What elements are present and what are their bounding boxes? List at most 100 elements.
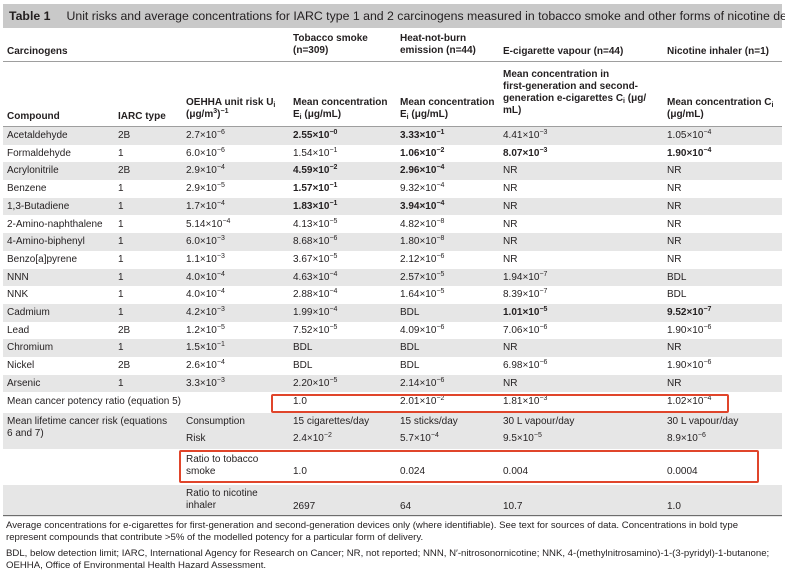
compound-name: NNN xyxy=(7,271,29,283)
oehha-value: 2.6×10−4 xyxy=(186,359,225,371)
htp-cell: 1.06×10−2 xyxy=(400,147,444,160)
ecig-value: NR xyxy=(503,201,517,212)
inhaler-value: NR xyxy=(667,219,681,230)
lifetime-label: Mean lifetime cancer risk (equations 6 an… xyxy=(7,416,167,440)
tobacco-value-exp: −1 xyxy=(329,146,338,154)
ratio-nicotine-htp-value: 64 xyxy=(400,500,412,512)
tobacco-value-base: 4.63×10 xyxy=(293,271,330,283)
inhaler-cell: 1.05×10−4 xyxy=(667,129,711,142)
oehha-value-base: 3.3×10 xyxy=(186,377,217,389)
potency-label: Mean cancer potency ratio (equation 5) xyxy=(7,396,181,408)
compound-name: 1,3-Butadiene xyxy=(7,200,70,212)
inhaler-value: NR xyxy=(667,378,681,389)
compound-name: NNK xyxy=(7,289,29,301)
col-ecig-l1: Mean concentration in xyxy=(503,69,610,80)
oehha-value: 2.7×10−6 xyxy=(186,129,225,141)
ecig-cell: 8.07×10−3 xyxy=(503,147,547,160)
col-htp: Mean concentration Ei (μg/mL) xyxy=(400,97,494,121)
tobacco-value-exp: −6 xyxy=(329,235,338,243)
oehha-value-exp: −5 xyxy=(216,182,225,190)
col-tobacco: Mean concentration Ei (μg/mL) xyxy=(293,97,387,121)
col-oehha-l1: OEHHA unit risk U xyxy=(186,97,274,108)
iarc-cell: 2B xyxy=(118,130,130,142)
inhaler-cell: BDL xyxy=(667,289,686,301)
inhaler-value-base: 1.90×10 xyxy=(667,147,704,159)
iarc-value: 1 xyxy=(118,342,124,354)
htp-cell: 2.96×10−4 xyxy=(400,164,444,177)
col-compound: Compound xyxy=(7,111,60,123)
tobacco-value-exp: −0 xyxy=(329,129,338,136)
iarc-value: 1 xyxy=(118,183,124,195)
htp-value-base: 1.06×10 xyxy=(400,147,437,159)
oehha-value-exp: −4 xyxy=(216,199,225,207)
ratio-nicotine-htp: 64 xyxy=(400,501,411,513)
ecig-value-base: 4.41×10 xyxy=(503,130,540,141)
htp-value: 2.12×10−6 xyxy=(400,252,445,265)
tobacco-value-base: 8.68×10 xyxy=(293,236,330,248)
row-shading xyxy=(3,127,782,145)
inhaler-value: NR xyxy=(667,201,681,212)
ratio-nicotine-tobacco: 2697 xyxy=(293,501,315,513)
oehha-value-base: 2.9×10 xyxy=(186,165,217,177)
iarc-value: 1 xyxy=(118,200,124,212)
htp-value-exp: −4 xyxy=(436,182,445,190)
col-ecig-sub: i xyxy=(623,98,625,105)
inhaler-value: BDL xyxy=(667,289,686,300)
compound-name: Chromium xyxy=(7,342,54,354)
oehha-value: 1.7×10−4 xyxy=(186,199,225,212)
tobacco-value-exp: −4 xyxy=(329,288,338,296)
tobacco-value: 1.54×10−1 xyxy=(293,146,338,159)
compound-name: Acrylonitrile xyxy=(7,165,59,177)
oehha-cell: 1.1×10−3 xyxy=(186,253,225,266)
compound-name: Benzene xyxy=(7,183,47,195)
ecig-cell: NR xyxy=(503,165,517,177)
potency-inhaler-value-exp: −4 xyxy=(703,394,712,402)
ecig-value-exp: −6 xyxy=(539,323,548,331)
htp-value-exp: −5 xyxy=(436,288,445,296)
iarc-value: 1 xyxy=(118,377,124,389)
htp-value: 1.80×10−8 xyxy=(400,235,444,247)
header-carcinogens: Carcinogens xyxy=(7,46,68,58)
tobacco-value-exp: −4 xyxy=(329,270,338,278)
inhaler-value-base: 1.90×10 xyxy=(667,324,704,336)
consumption-ecig-value: 30 L vapour/day xyxy=(503,415,575,427)
htp-value-exp: −6 xyxy=(436,252,445,260)
col-oehha: OEHHA unit risk Ui (μg/m3)−1 xyxy=(186,97,275,121)
htp-value-base: 9.32×10 xyxy=(400,183,437,195)
oehha-value-base: 1.7×10 xyxy=(186,200,217,212)
oehha-value-exp: −4 xyxy=(216,164,225,172)
risk-label-text: Risk xyxy=(186,432,206,444)
table-caption: Unit risks and average concentrations fo… xyxy=(66,9,785,23)
htp-value-base: 4.82×10 xyxy=(400,218,437,230)
potency-tobacco: 1.0 xyxy=(293,396,307,408)
inhaler-value-exp: −6 xyxy=(703,359,712,367)
htp-value: 2.96×10−4 xyxy=(400,164,444,176)
ecig-value-base: NR xyxy=(503,253,518,265)
header-carcinogens-text: Carcinogens xyxy=(7,46,68,57)
ecig-cell: 7.06×10−6 xyxy=(503,323,548,337)
tobacco-value-base: 1.54×10 xyxy=(293,147,330,159)
oehha-value-exp: −6 xyxy=(216,129,225,136)
oehha-value-exp: −4 xyxy=(216,270,225,278)
iarc-value: 2B xyxy=(118,324,131,336)
oehha-value-exp: −4 xyxy=(222,217,231,225)
tobacco-cell: BDL xyxy=(293,342,312,354)
inhaler-value-base: NR xyxy=(667,200,682,212)
col-ecig-l2: first-generation and second- xyxy=(503,81,639,92)
inhaler-value-base: NR xyxy=(667,342,682,354)
ecig-value: 6.98×10−6 xyxy=(503,359,547,371)
compound-name: Arsenic xyxy=(7,377,41,389)
tobacco-value-base: 1.57×10 xyxy=(293,183,330,195)
header-nicotine-inhaler: Nicotine inhaler (n=1) xyxy=(667,46,769,58)
tobacco-value: 1.83×10−1 xyxy=(293,200,337,212)
ratio-tobacco-tobacco-value: 1.0 xyxy=(293,465,307,477)
oehha-cell: 2.7×10−6 xyxy=(186,129,225,142)
htp-value-exp: −6 xyxy=(436,376,445,384)
htp-value: BDL xyxy=(400,342,419,353)
risk-label: Risk xyxy=(186,433,205,445)
iarc-cell: 1 xyxy=(118,148,124,160)
table-title-bar: Table 1 Unit risks and average concentrat… xyxy=(3,4,785,28)
tobacco-value: 2.55×10−0 xyxy=(293,129,338,141)
header-ecig-text: E-cigarette vapour (n=44) xyxy=(503,46,624,57)
inhaler-value-base: 1.90×10 xyxy=(667,360,704,372)
